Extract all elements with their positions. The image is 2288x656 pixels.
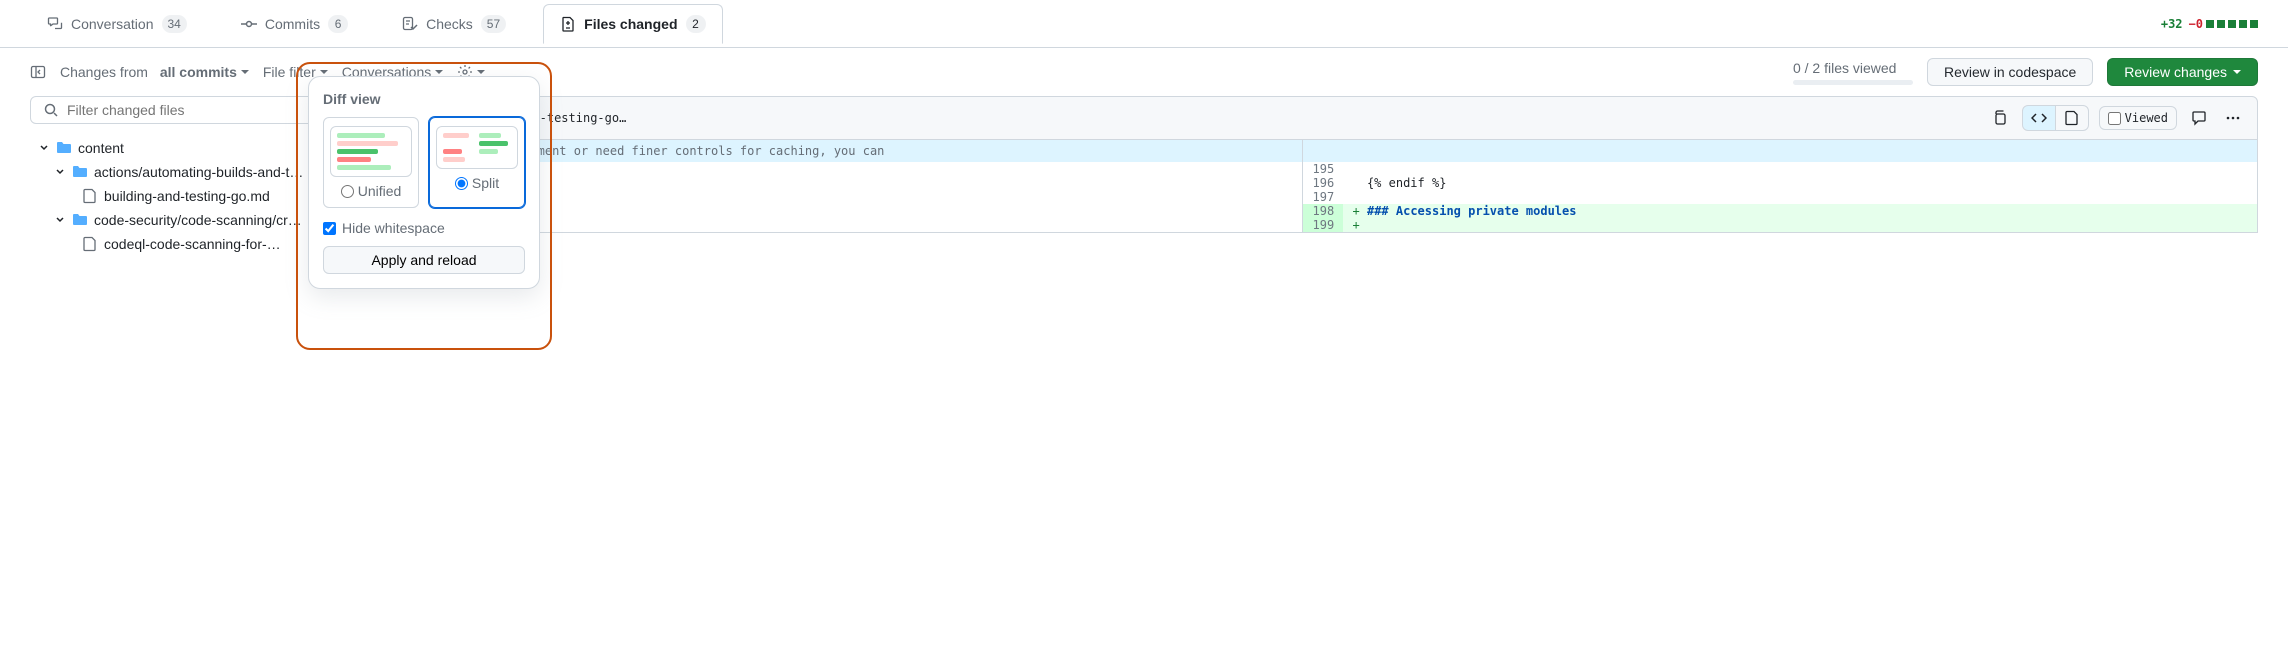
file-diff-icon bbox=[560, 16, 576, 32]
review-in-codespace-button[interactable]: Review in codespace bbox=[1927, 58, 2093, 86]
tree-folder[interactable]: code-security/code-scanning/cr… bbox=[30, 208, 330, 232]
sidebar-collapse-icon bbox=[30, 64, 46, 80]
rich-view-button[interactable] bbox=[2055, 105, 2089, 131]
tab-label: Conversation bbox=[71, 16, 154, 32]
tab-count: 6 bbox=[328, 15, 348, 33]
source-view-button[interactable] bbox=[2022, 105, 2056, 131]
kebab-icon bbox=[2225, 110, 2241, 126]
comment-icon bbox=[2191, 110, 2207, 126]
folder-icon bbox=[56, 140, 72, 156]
tab-label: Files changed bbox=[584, 16, 677, 32]
tab-count: 57 bbox=[481, 15, 506, 33]
diff-toolbar: Changes from all commits File filter Con… bbox=[0, 48, 2288, 96]
kebab-menu-button[interactable] bbox=[2221, 106, 2245, 130]
tab-files-changed[interactable]: Files changed 2 bbox=[543, 4, 722, 44]
file-header: ds-and-tests/building-and-testing-go… Vi… bbox=[346, 96, 2258, 140]
tree-file[interactable]: codeql-code-scanning-for-… bbox=[30, 232, 330, 256]
code-icon bbox=[2031, 110, 2047, 126]
popover-title: Diff view bbox=[323, 91, 525, 107]
unified-preview-icon bbox=[330, 126, 412, 177]
diffstat-summary: +32 −0 bbox=[2161, 17, 2258, 31]
review-changes-button[interactable]: Review changes bbox=[2107, 58, 2258, 86]
comment-discussion-icon bbox=[47, 16, 63, 32]
search-icon bbox=[43, 102, 59, 118]
diff-line[interactable]: 197 bbox=[1303, 190, 2258, 204]
diff-line[interactable]: 195 bbox=[1303, 162, 2258, 176]
file-path: ds-and-tests/building-and-testing-go… bbox=[359, 111, 1978, 125]
viewed-checkbox[interactable]: Viewed bbox=[2099, 106, 2177, 130]
tab-count: 34 bbox=[162, 15, 187, 33]
chevron-down-icon bbox=[38, 142, 50, 154]
caret-down-icon bbox=[435, 70, 443, 74]
tab-label: Checks bbox=[426, 16, 473, 32]
diffstat-deletions: −0 bbox=[2189, 17, 2203, 31]
diff-main: ds-and-tests/building-and-testing-go… Vi… bbox=[346, 96, 2258, 256]
tab-label: Commits bbox=[265, 16, 320, 32]
chevron-down-icon bbox=[54, 214, 66, 226]
diffstat-additions: +32 bbox=[2161, 17, 2183, 31]
git-commit-icon bbox=[241, 16, 257, 32]
caret-down-icon bbox=[241, 70, 249, 74]
file-tree-sidebar: content actions/automating-builds-and-t…… bbox=[30, 96, 330, 256]
caret-down-icon bbox=[320, 70, 328, 74]
toggle-file-tree[interactable] bbox=[30, 64, 46, 80]
caret-down-icon bbox=[2233, 70, 2241, 74]
caret-down-icon bbox=[477, 70, 485, 74]
files-viewed-progress: 0 / 2 files viewed bbox=[1793, 60, 1913, 85]
changes-from-dropdown[interactable]: Changes from all commits bbox=[60, 64, 249, 80]
apply-and-reload-button[interactable]: Apply and reload bbox=[323, 246, 525, 274]
tab-count: 2 bbox=[686, 15, 706, 33]
diff-line[interactable]: 196 {% endif %} bbox=[1303, 176, 2258, 190]
copy-path-button[interactable] bbox=[1988, 106, 2012, 130]
filter-files-input[interactable] bbox=[67, 102, 317, 118]
split-preview-icon bbox=[436, 126, 518, 169]
folder-icon bbox=[72, 212, 88, 228]
tab-conversation[interactable]: Conversation 34 bbox=[30, 4, 204, 43]
diff-body: you have a custom requirement or need fi… bbox=[346, 140, 2258, 233]
diff-view-unified-option[interactable]: Unified bbox=[323, 117, 419, 208]
hide-whitespace-checkbox[interactable]: Hide whitespace bbox=[323, 220, 525, 236]
hunk-header bbox=[1303, 140, 2258, 162]
copy-icon bbox=[1992, 110, 2008, 126]
chevron-down-icon bbox=[54, 166, 66, 178]
tree-file[interactable]: building-and-testing-go.md bbox=[30, 184, 330, 208]
diff-view-split-option[interactable]: Split bbox=[429, 117, 525, 208]
diff-settings-popover: Diff view Unified bbox=[308, 76, 540, 289]
tree-folder[interactable]: actions/automating-builds-and-t… bbox=[30, 160, 330, 184]
tree-folder-root[interactable]: content bbox=[30, 136, 330, 160]
file-icon bbox=[2064, 110, 2080, 126]
diff-line[interactable]: 199+ bbox=[1303, 218, 2258, 232]
pr-tabs: Conversation 34 Commits 6 Checks 57 File… bbox=[0, 0, 2288, 48]
tab-checks[interactable]: Checks 57 bbox=[385, 4, 523, 43]
tab-commits[interactable]: Commits 6 bbox=[224, 4, 365, 43]
display-mode-toggle bbox=[2022, 105, 2089, 131]
folder-icon bbox=[72, 164, 88, 180]
comment-button[interactable] bbox=[2187, 106, 2211, 130]
diffstat-block bbox=[2206, 20, 2214, 28]
checklist-icon bbox=[402, 16, 418, 32]
file-icon bbox=[82, 188, 98, 204]
filter-files-input-wrapper[interactable] bbox=[30, 96, 330, 124]
diff-line[interactable]: 198+ ### Accessing private modules bbox=[1303, 204, 2258, 218]
file-icon bbox=[82, 236, 98, 252]
